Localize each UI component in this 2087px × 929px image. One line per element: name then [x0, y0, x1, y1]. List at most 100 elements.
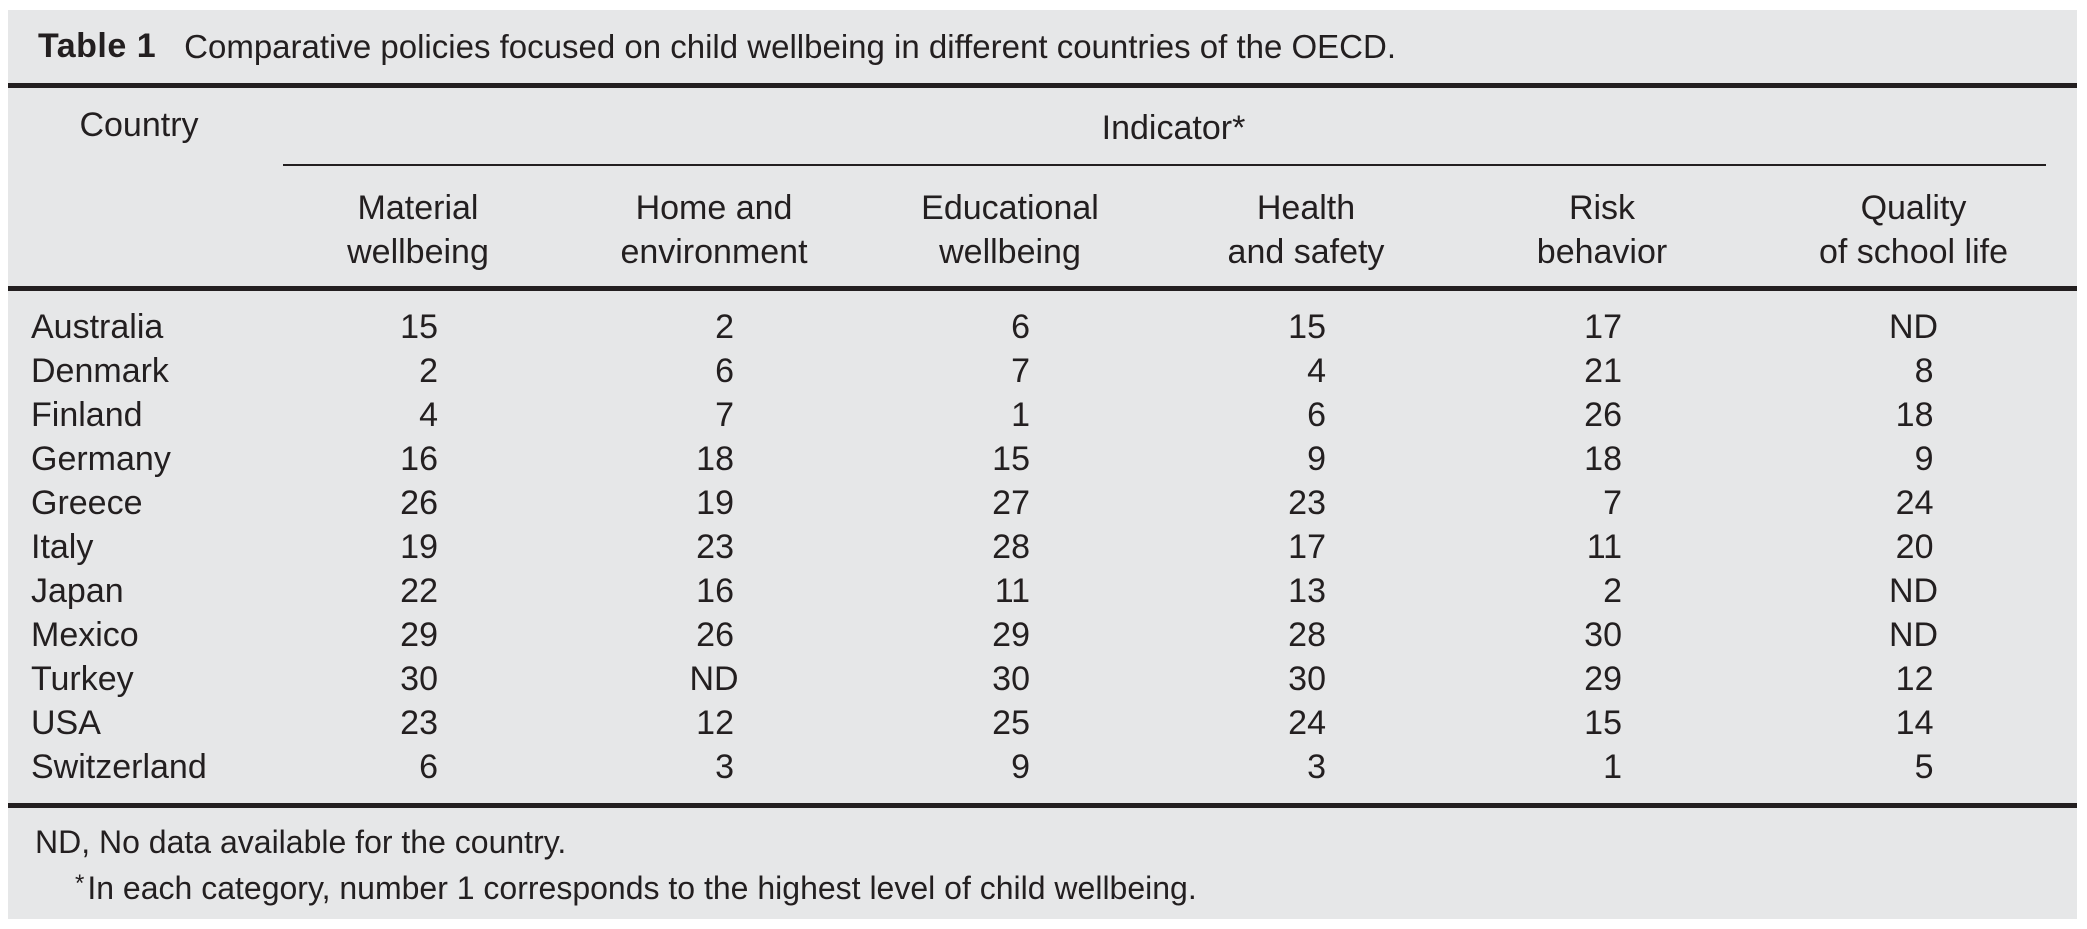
table-row-australia: Australia 15 2 6 15 17 ND [8, 289, 2077, 350]
value: 26 [696, 615, 734, 654]
value-cell: 6 [862, 289, 1158, 350]
value-cell: ND [1750, 613, 2077, 657]
value: 24 [1288, 703, 1326, 742]
value: 30 [1584, 615, 1622, 654]
value-cell: 15 [1158, 289, 1454, 350]
country-cell: Switzerland [31, 747, 207, 786]
value-cell: ND [1750, 289, 2077, 350]
country-cell: USA [31, 703, 101, 742]
value-cell: 29 [862, 613, 1158, 657]
table-row-japan: Japan 22 16 11 13 2 ND [8, 569, 2077, 613]
value-cell: 15 [1454, 701, 1750, 745]
value: 13 [1288, 571, 1326, 610]
value: 27 [992, 483, 1030, 522]
value-cell: 11 [862, 569, 1158, 613]
value-cell: 30 [1158, 657, 1454, 701]
value-cell: 18 [1454, 437, 1750, 481]
value: 7 [1603, 483, 1622, 522]
value-cell: 30 [1454, 613, 1750, 657]
value-cell: 30 [862, 657, 1158, 701]
table-row-greece: Greece 26 19 27 23 7 24 [8, 481, 2077, 525]
value: 8 [1914, 351, 1934, 390]
country-cell: Italy [31, 527, 94, 566]
value-cell: 30 [270, 657, 566, 701]
value-cell: 2 [1454, 569, 1750, 613]
value: 20 [1895, 527, 1934, 566]
value: 26 [400, 483, 438, 522]
value: ND [689, 659, 739, 698]
value: 28 [992, 527, 1030, 566]
value-cell: 26 [1454, 393, 1750, 437]
value-cell: 6 [1158, 393, 1454, 437]
value: 26 [1584, 395, 1622, 434]
value: 2 [715, 307, 734, 346]
value-cell: 20 [1750, 525, 2077, 569]
value: 30 [400, 659, 438, 698]
value-cell: 28 [1158, 613, 1454, 657]
value: 12 [696, 703, 734, 742]
country-column-header: Country [8, 88, 270, 291]
column-header-health-safety: Health and safety [1158, 166, 1454, 291]
footnote-marker: * [75, 870, 85, 897]
value: 15 [992, 439, 1030, 478]
value-cell: 11 [1454, 525, 1750, 569]
value: 23 [1288, 483, 1326, 522]
value-cell: 23 [270, 701, 566, 745]
column-header-line: Health [1256, 189, 1356, 227]
footnote-nd: ND, No data available for the country. [35, 824, 567, 860]
value: 15 [1584, 703, 1622, 742]
value-cell: ND [566, 657, 862, 701]
value-cell: 13 [1158, 569, 1454, 613]
column-header-line: environment [620, 233, 808, 271]
column-header-line: wellbeing [939, 233, 1081, 271]
value-cell: 6 [566, 349, 862, 393]
value: 6 [1307, 395, 1326, 434]
value-cell: 26 [270, 481, 566, 525]
column-header-material-wellbeing: Material wellbeing [270, 166, 566, 291]
value-cell: 7 [1454, 481, 1750, 525]
value: 4 [419, 395, 438, 434]
table-row-italy: Italy 19 23 28 17 11 20 [8, 525, 2077, 569]
column-header-line: Risk [1568, 189, 1636, 227]
value-cell: 23 [1158, 481, 1454, 525]
column-header-home-environment: Home and environment [566, 166, 862, 291]
value: 1 [1011, 395, 1030, 434]
table-row-turkey: Turkey 30 ND 30 30 29 12 [8, 657, 2077, 701]
value: 22 [400, 571, 438, 610]
table-header: Country Indicator* Material wellbeing Ho… [8, 88, 2077, 291]
value: 21 [1584, 351, 1622, 390]
value: 14 [1895, 703, 1934, 742]
table-number-label: Table 1 [38, 27, 157, 65]
table-row-switzerland: Switzerland 6 3 9 3 1 5 [8, 745, 2077, 803]
value: 30 [992, 659, 1030, 698]
value: 11 [1586, 527, 1622, 566]
column-header-quality-school-life: Quality of school life [1750, 166, 2077, 291]
value: 4 [1307, 351, 1326, 390]
table-row-mexico: Mexico 29 26 29 28 30 ND [8, 613, 2077, 657]
value-cell: 17 [1454, 289, 1750, 350]
value: 29 [1584, 659, 1622, 698]
value: 3 [715, 747, 734, 786]
value: 1 [1603, 747, 1622, 786]
value: 17 [1288, 527, 1326, 566]
value: 19 [400, 527, 438, 566]
indicator-group-header: Indicator* [270, 88, 2077, 166]
value-cell: 23 [566, 525, 862, 569]
value-cell: 29 [1454, 657, 1750, 701]
value-cell: ND [1750, 569, 2077, 613]
column-header-educational-wellbeing: Educational wellbeing [862, 166, 1158, 291]
value-cell: 21 [1454, 349, 1750, 393]
country-cell: Mexico [31, 615, 139, 654]
country-cell: Japan [31, 571, 124, 610]
value: 29 [992, 615, 1030, 654]
value-cell: 27 [862, 481, 1158, 525]
value: 15 [400, 307, 438, 346]
value-cell: 3 [566, 745, 862, 803]
table-body: Australia 15 2 6 15 17 ND Denmark 2 6 7 … [8, 289, 2077, 804]
table-row-usa: USA 23 12 25 24 15 14 [8, 701, 2077, 745]
value: 28 [1288, 615, 1326, 654]
value-cell: 19 [566, 481, 862, 525]
value-cell: 9 [862, 745, 1158, 803]
value-cell: 18 [1750, 393, 2077, 437]
